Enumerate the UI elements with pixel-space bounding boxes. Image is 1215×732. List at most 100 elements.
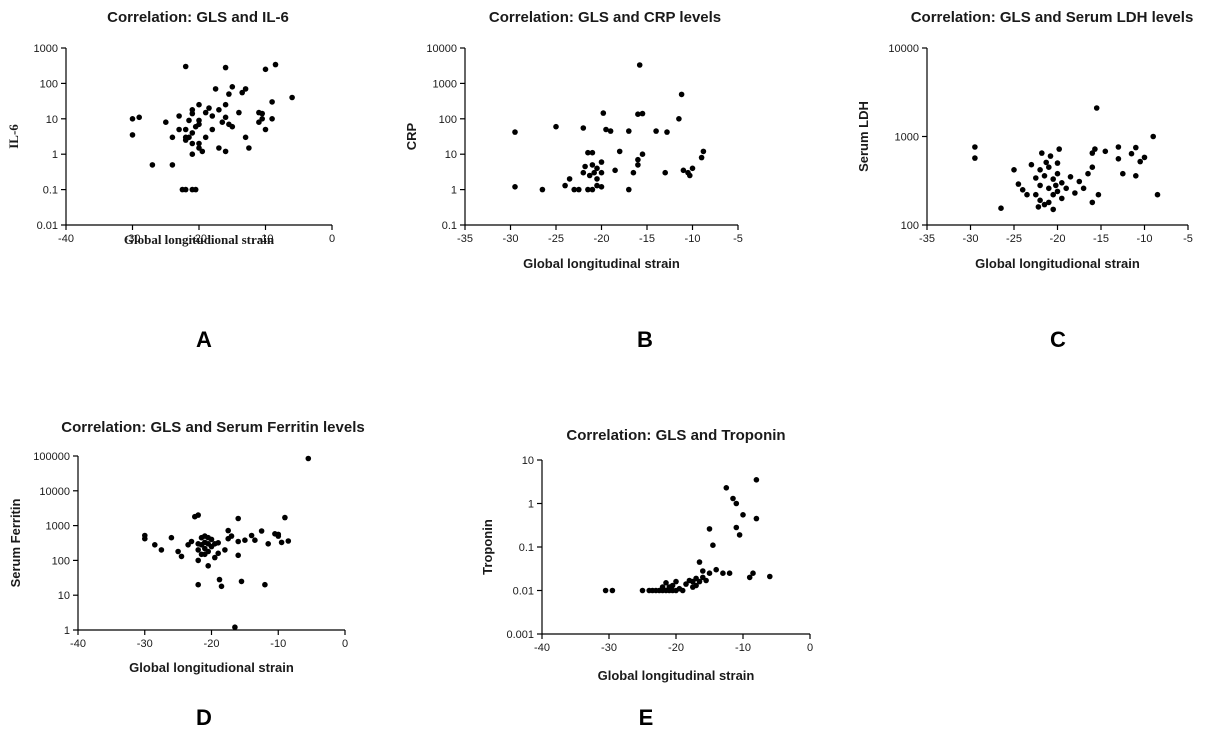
data-point	[589, 162, 596, 168]
y-tick-label: 0.001	[506, 629, 534, 641]
data-point	[129, 132, 136, 138]
data-point	[750, 570, 756, 576]
data-point	[212, 554, 218, 561]
x-tick-label: -30	[963, 233, 979, 245]
data-point	[218, 583, 225, 590]
data-point	[693, 582, 699, 589]
data-point	[216, 576, 223, 583]
data-point	[1041, 201, 1048, 208]
data-point	[1150, 133, 1156, 140]
data-point	[235, 552, 241, 559]
data-point	[226, 91, 232, 97]
data-point	[242, 134, 249, 141]
chart-panel-d: Correlation: GLS and Serum Ferritin leve…	[8, 419, 365, 730]
data-point	[238, 578, 245, 585]
data-point	[212, 86, 219, 92]
x-tick-label: -15	[1093, 233, 1109, 245]
chart-title: Correlation: GLS and CRP levels	[489, 9, 721, 26]
data-point	[733, 524, 740, 531]
y-axis-title: IL-6	[6, 124, 21, 149]
data-point	[753, 515, 760, 522]
x-tick-label: -10	[735, 642, 751, 654]
data-point	[1115, 144, 1122, 150]
y-tick-label: 100	[439, 114, 457, 126]
data-point	[609, 587, 616, 594]
data-point	[669, 582, 676, 589]
data-point	[1076, 178, 1083, 185]
data-point	[603, 126, 609, 133]
y-tick-label: 1000	[895, 132, 919, 144]
data-point	[1035, 204, 1042, 210]
x-tick-label: -20	[1050, 233, 1066, 245]
data-point	[1085, 170, 1091, 177]
data-point	[189, 140, 196, 147]
panel-letter: C	[1050, 327, 1066, 352]
data-point	[1054, 188, 1061, 195]
data-point	[726, 570, 733, 576]
x-tick-label: -40	[70, 638, 86, 650]
x-tick-label: -30	[601, 642, 617, 654]
data-point	[216, 107, 222, 113]
data-point	[248, 532, 255, 539]
data-point	[205, 563, 211, 569]
x-tick-label: -15	[639, 233, 655, 245]
data-point	[580, 125, 587, 131]
data-point	[1056, 146, 1062, 152]
y-tick-label: 10	[46, 114, 58, 126]
data-point	[733, 500, 740, 507]
data-point	[1039, 150, 1045, 156]
y-tick-label: 100	[901, 220, 919, 232]
data-point	[591, 169, 597, 176]
data-point	[1067, 174, 1074, 180]
data-point	[598, 184, 605, 190]
data-point	[1115, 156, 1122, 162]
data-point	[700, 148, 707, 155]
data-point	[594, 165, 600, 172]
y-tick-label: 1	[528, 499, 534, 511]
data-point	[736, 532, 743, 538]
y-tick-label: 10	[58, 590, 70, 602]
data-point	[186, 117, 192, 124]
data-point	[259, 116, 266, 122]
x-axis-title: Global longitudinal strain	[598, 668, 755, 683]
data-point	[698, 154, 705, 161]
x-tick-label: -40	[534, 642, 550, 654]
data-point	[192, 186, 199, 193]
data-point	[202, 134, 209, 141]
data-point	[196, 140, 202, 147]
y-tick-label: 0.01	[37, 220, 58, 232]
data-point	[635, 162, 641, 168]
data-point	[687, 172, 693, 179]
data-point	[566, 176, 573, 182]
x-tick-label: -10	[258, 233, 274, 245]
data-point	[720, 570, 726, 576]
data-point	[265, 541, 272, 547]
y-tick-label: 10	[445, 149, 457, 161]
data-point	[242, 86, 249, 92]
data-point	[259, 110, 266, 117]
data-point	[215, 550, 221, 557]
data-point	[189, 151, 196, 157]
y-tick-label: 1000	[46, 521, 70, 533]
data-point	[662, 169, 668, 176]
data-point	[512, 184, 518, 190]
data-point	[152, 542, 158, 548]
chart-title: Correlation: GLS and Serum Ferritin leve…	[61, 419, 364, 436]
data-point	[219, 119, 226, 125]
data-point	[1089, 150, 1096, 156]
data-point	[1047, 153, 1054, 159]
data-point	[142, 532, 148, 539]
data-point	[285, 538, 292, 544]
x-tick-label: -40	[58, 233, 74, 245]
data-point	[236, 109, 242, 116]
data-point	[1037, 197, 1043, 204]
y-tick-label: 1	[52, 149, 58, 161]
x-tick-label: 0	[807, 642, 813, 654]
data-point	[753, 477, 760, 483]
chart-title: Correlation: GLS and Serum LDH levels	[911, 9, 1194, 26]
data-point	[639, 151, 646, 157]
data-point	[746, 574, 753, 581]
data-point	[209, 113, 216, 119]
y-tick-label: 10000	[39, 486, 70, 498]
data-point	[196, 117, 202, 124]
